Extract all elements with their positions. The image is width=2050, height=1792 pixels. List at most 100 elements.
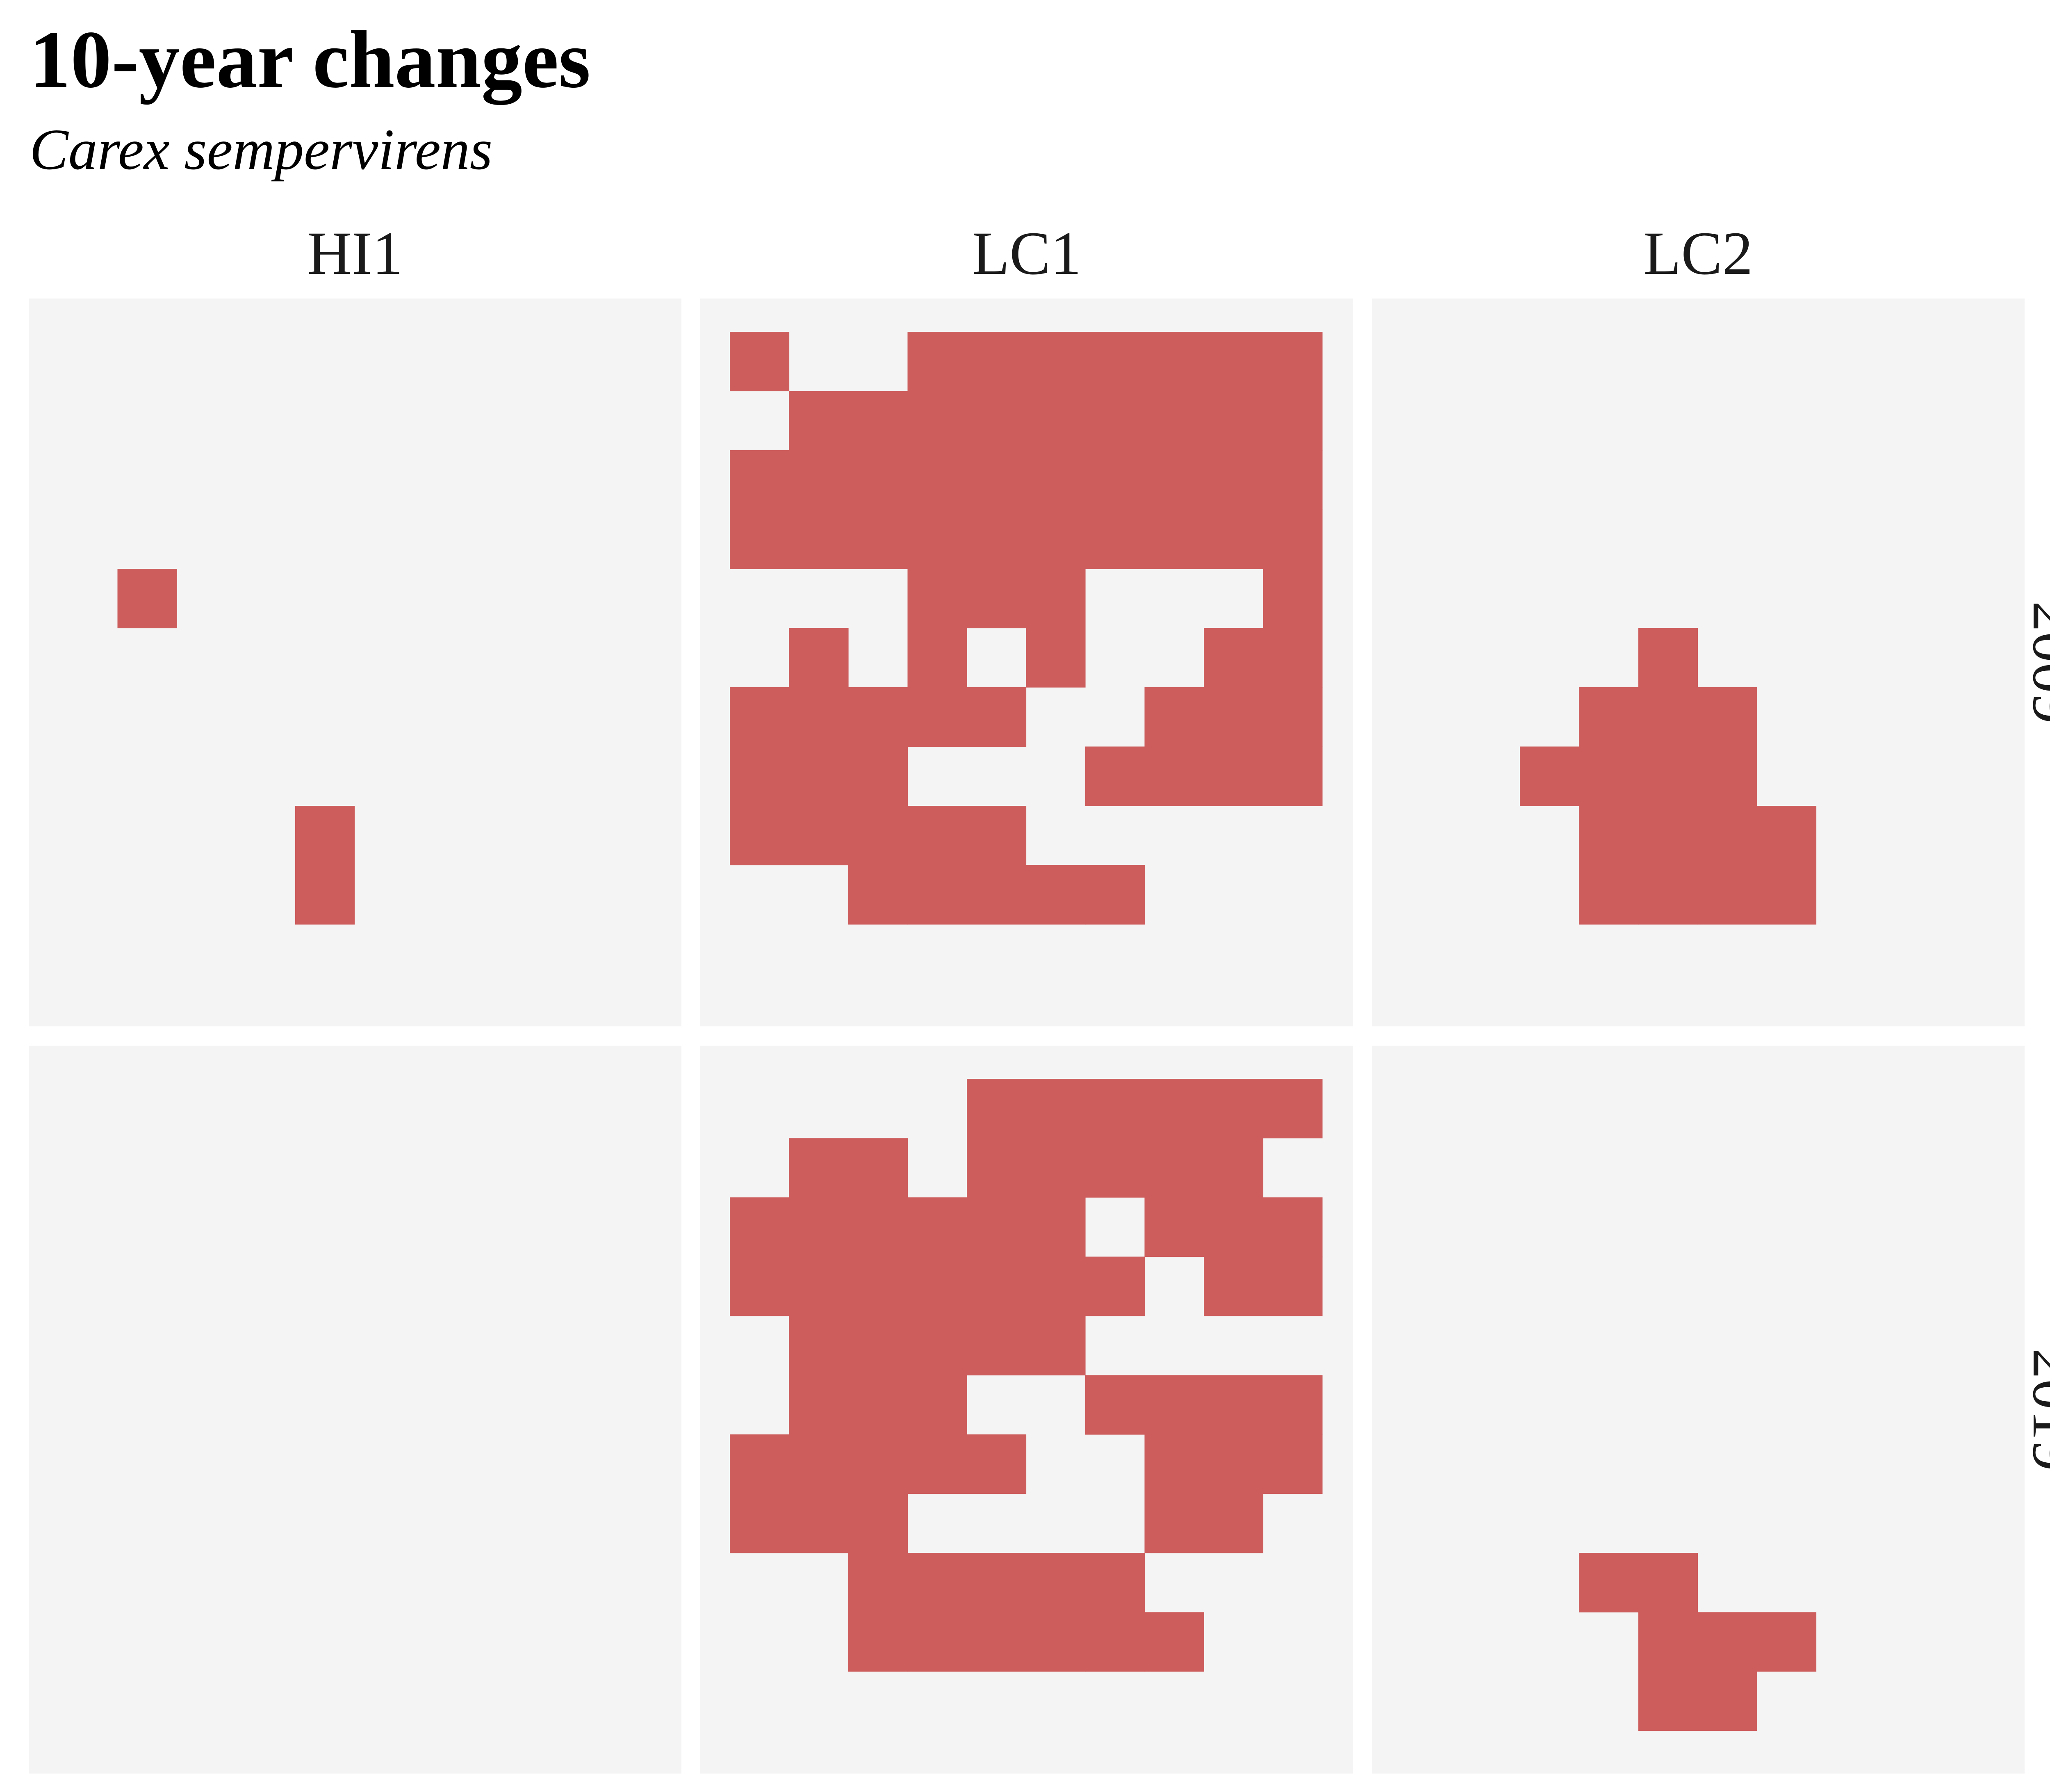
occupied-cell <box>848 450 908 510</box>
occupied-cell <box>848 391 908 451</box>
panel-grid <box>29 299 2025 1774</box>
occupied-cell <box>789 1197 849 1257</box>
occupied-cell <box>1144 1197 1204 1257</box>
occupied-cell <box>789 628 849 688</box>
occupied-cell <box>730 450 790 510</box>
panel-hi1-2019 <box>29 1046 681 1774</box>
occupied-cell <box>1085 450 1145 510</box>
occupied-cell <box>1026 332 1086 392</box>
occupied-cell <box>907 1612 967 1672</box>
occupied-cell <box>789 509 849 569</box>
occupied-cell <box>848 509 908 569</box>
occupied-cell <box>967 806 1027 866</box>
occupied-cell <box>1144 391 1204 451</box>
panel-background <box>29 299 681 1026</box>
occupied-cell <box>730 1434 790 1494</box>
occupied-cell <box>967 509 1027 569</box>
occupied-cell <box>1026 1612 1086 1672</box>
occupied-cell <box>848 1612 908 1672</box>
occupied-cell <box>1026 1197 1086 1257</box>
occupied-cell <box>1697 1612 1757 1672</box>
occupied-cell <box>1144 687 1204 747</box>
occupied-cell <box>1085 1553 1145 1613</box>
occupied-cell <box>1263 628 1323 688</box>
occupied-cell <box>1263 332 1323 392</box>
column-strip-labels: HI1 LC1 LC2 <box>307 219 1753 287</box>
panel-hi1-2009 <box>29 299 681 1026</box>
occupied-cell <box>967 332 1027 392</box>
occupied-cell <box>1026 509 1086 569</box>
occupied-cell <box>1263 1375 1323 1435</box>
panel-lc1-2009 <box>700 299 1353 1026</box>
occupied-cell <box>730 687 790 747</box>
panel-background <box>29 1046 681 1774</box>
occupied-cell <box>1204 628 1264 688</box>
occupied-cell <box>1204 1493 1264 1553</box>
panel-lc1-2019 <box>700 1046 1353 1774</box>
occupied-cell <box>789 687 849 747</box>
occupied-cell <box>1144 1375 1204 1435</box>
occupied-cell <box>1638 865 1698 925</box>
occupied-cell <box>1638 687 1698 747</box>
occupied-cell <box>907 865 967 925</box>
occupied-cell <box>789 1493 849 1553</box>
occupied-cell <box>848 687 908 747</box>
occupied-cell <box>789 1256 849 1316</box>
occupied-cell <box>1026 1316 1086 1376</box>
occupied-cell <box>967 1612 1027 1672</box>
occupied-cell <box>967 391 1027 451</box>
occupied-cell <box>848 1197 908 1257</box>
occupied-cell <box>1579 865 1639 925</box>
occupied-cell <box>967 687 1027 747</box>
occupied-cell <box>1026 1138 1086 1198</box>
occupied-cell <box>789 806 849 866</box>
occupied-cell <box>967 1079 1027 1139</box>
occupied-cell <box>789 1316 849 1376</box>
occupied-cell <box>1144 1612 1204 1672</box>
occupied-cell <box>1085 332 1145 392</box>
row-strip-labels: 2009 2019 <box>2020 601 2050 1471</box>
occupied-cell <box>848 865 908 925</box>
occupied-cell <box>1204 509 1264 569</box>
occupied-cell <box>1579 687 1639 747</box>
occupied-cell <box>967 865 1027 925</box>
occupied-cell <box>1697 806 1757 866</box>
occupied-cell <box>907 1197 967 1257</box>
occupied-cell <box>967 1256 1027 1316</box>
occupied-cell <box>907 1256 967 1316</box>
occupied-cell <box>1085 746 1145 806</box>
occupied-cell <box>1263 569 1323 629</box>
occupied-cell <box>1204 746 1264 806</box>
occupied-cell <box>295 865 355 925</box>
occupied-cell <box>907 628 967 688</box>
occupied-cell <box>1638 806 1698 866</box>
occupied-cell <box>1144 746 1204 806</box>
occupied-cell <box>1638 1671 1698 1731</box>
occupied-cell <box>1026 1079 1086 1139</box>
occupied-cell <box>1144 1434 1204 1494</box>
occupied-cell <box>1085 1079 1145 1139</box>
occupied-cell <box>1697 865 1757 925</box>
occupied-cell <box>967 1138 1027 1198</box>
occupied-cell <box>1263 509 1323 569</box>
occupied-cell <box>1263 391 1323 451</box>
row-label-2009: 2009 <box>2020 601 2050 724</box>
occupied-cell <box>967 450 1027 510</box>
occupied-cell <box>907 687 967 747</box>
occupied-cell <box>907 1553 967 1613</box>
occupied-cell <box>967 1197 1027 1257</box>
chart-title: 10-year changes <box>30 14 590 105</box>
occupied-cell <box>848 1434 908 1494</box>
column-label-lc2: LC2 <box>1644 219 1753 287</box>
column-label-lc1: LC1 <box>972 219 1082 287</box>
occupied-cell <box>907 569 967 629</box>
occupied-cell <box>1520 746 1580 806</box>
occupied-cell <box>907 509 967 569</box>
occupied-cell <box>1026 569 1086 629</box>
occupied-cell <box>1638 746 1698 806</box>
occupied-cell <box>1144 1493 1204 1553</box>
occupied-cell <box>730 509 790 569</box>
occupied-cell <box>1263 746 1323 806</box>
occupied-cell <box>730 1493 790 1553</box>
